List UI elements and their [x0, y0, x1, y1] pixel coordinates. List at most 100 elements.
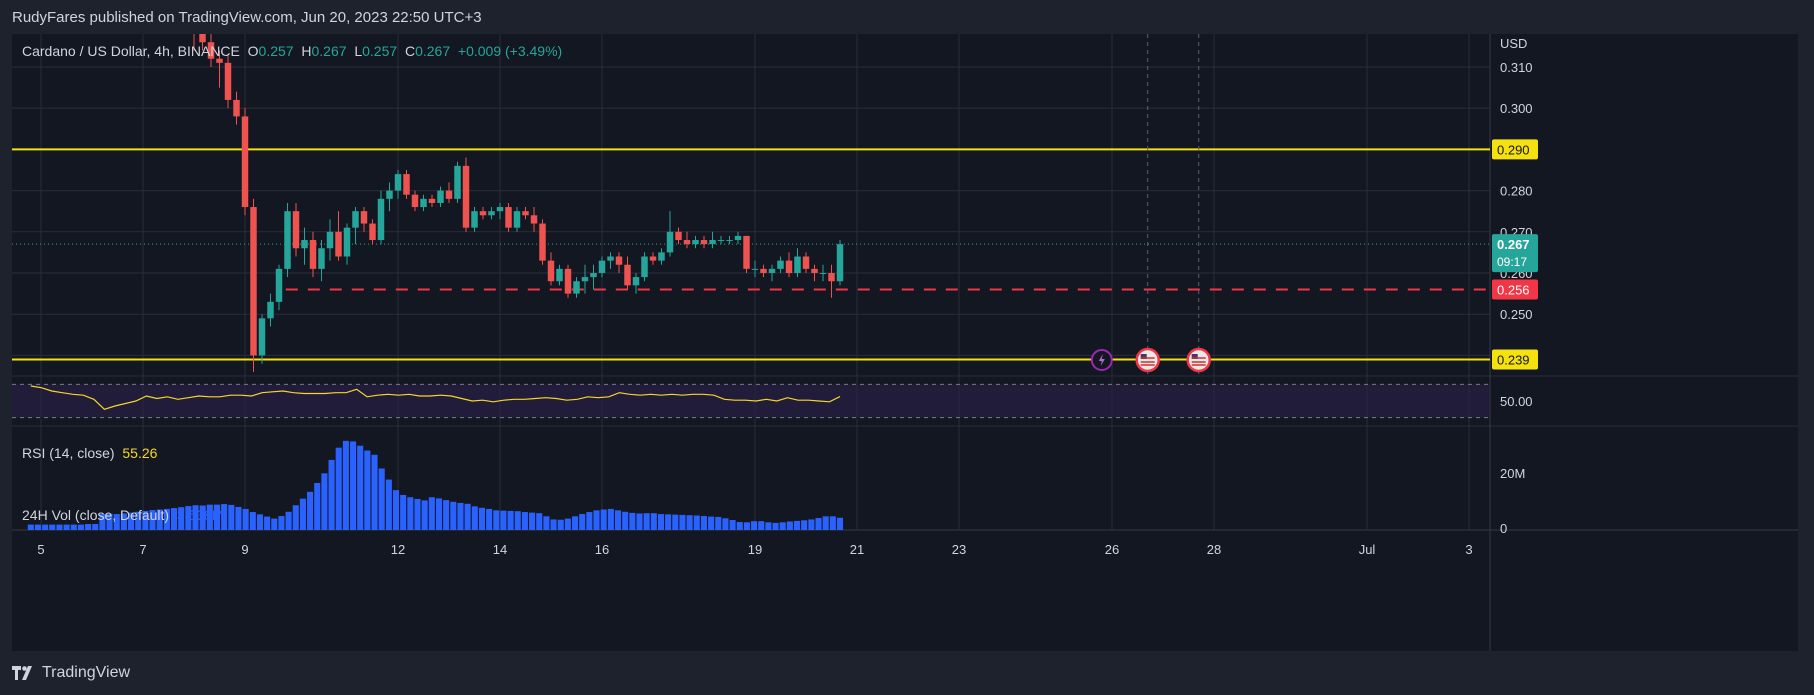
chart-container[interactable]: USD 0.250 0.260 0.270 0.280 0.300 0.310 0.290 0.… — [12, 34, 1798, 651]
volume-bar — [113, 514, 120, 530]
volume-bar — [493, 510, 500, 530]
volume-axis-label: 20M — [1500, 466, 1525, 481]
open-value: 0.257 — [258, 43, 294, 59]
volume-bar — [414, 498, 421, 530]
volume-bar — [42, 524, 49, 530]
volume-bars-group — [27, 440, 844, 530]
volume-bar — [629, 512, 636, 530]
us-flag-event-icon — [1186, 347, 1211, 373]
volume-bar — [822, 516, 829, 530]
time-axis-label: 26 — [1105, 542, 1119, 557]
volume-bar — [328, 459, 335, 530]
volume-legend[interactable]: 24H Vol (close, Default) 3.538M — [22, 507, 224, 523]
currency-label: USD — [1500, 36, 1527, 51]
level-price-badge — [1492, 139, 1538, 160]
volume-bar — [299, 498, 306, 530]
volume-bar — [758, 521, 765, 530]
time-axis-label: 21 — [850, 542, 864, 557]
volume-bar — [622, 511, 629, 530]
candle-body — [471, 211, 478, 228]
symbol-title[interactable]: Cardano / US Dollar, 4h, BINANCE — [22, 43, 240, 59]
tradingview-brand[interactable]: TradingView — [12, 664, 130, 682]
current-price-label: 0.267 — [1497, 237, 1530, 252]
candle-body — [309, 240, 317, 269]
volume-bar — [808, 519, 815, 530]
candle-body — [717, 240, 725, 242]
time-axis-label: 9 — [241, 542, 248, 557]
volume-bar — [264, 516, 271, 530]
candle-body — [547, 260, 555, 282]
candle-body — [462, 165, 470, 228]
current-price-badge — [1492, 234, 1538, 273]
volume-bar — [693, 515, 700, 530]
volume-bar — [56, 524, 63, 530]
candle-body — [292, 211, 300, 249]
candle-body — [734, 235, 742, 241]
volume-bar — [128, 512, 135, 530]
candle-body — [522, 211, 529, 216]
volume-bar — [321, 473, 328, 530]
time-axis-label: 5 — [37, 542, 44, 557]
volume-bar — [70, 524, 77, 530]
us-flag-event-icon — [1135, 347, 1160, 373]
volume-bar — [307, 491, 314, 530]
candle-body — [590, 272, 597, 278]
candle-body — [335, 231, 342, 257]
volume-bar — [34, 524, 42, 530]
price-tick-label: 0.310 — [1500, 60, 1533, 75]
candle-body — [420, 198, 427, 208]
candle-body — [530, 215, 538, 224]
candle-body — [760, 268, 767, 273]
time-axis-label: 28 — [1207, 542, 1221, 557]
volume-bar — [536, 513, 543, 530]
level-price-badge — [1492, 279, 1538, 300]
candle-body — [488, 211, 495, 216]
candle-body — [250, 207, 257, 356]
volume-bar — [836, 517, 844, 530]
volume-bar — [507, 510, 514, 530]
candle-body — [641, 256, 648, 278]
rsi-legend[interactable]: RSI (14, close) 55.26 — [22, 445, 157, 461]
volume-axis-label: 0 — [1500, 521, 1507, 536]
level-price-label: 0.256 — [1497, 282, 1530, 297]
volume-bar — [292, 505, 299, 530]
candle-body — [607, 256, 614, 261]
volume-bar — [378, 468, 385, 530]
volume-bar — [350, 441, 357, 530]
volume-bar — [708, 516, 715, 530]
volume-bar — [63, 524, 70, 530]
volume-bar — [729, 520, 736, 530]
candle-body — [352, 211, 359, 228]
candle-body — [811, 268, 818, 273]
volume-bar — [793, 520, 801, 530]
candle-body — [836, 244, 844, 282]
volume-bar — [385, 479, 392, 530]
price-tick-label: 0.280 — [1500, 184, 1533, 199]
time-axis-label: 23 — [952, 542, 966, 557]
candles-group — [193, 34, 844, 372]
volume-bar — [607, 508, 614, 530]
volume-bar — [801, 520, 808, 530]
volume-bar — [514, 511, 521, 530]
time-axis-label: 7 — [139, 542, 146, 557]
candle-body — [284, 211, 291, 269]
candle-body — [318, 248, 325, 269]
candle-body — [411, 194, 419, 208]
volume-bar — [715, 516, 722, 530]
candle-body — [802, 256, 810, 269]
candle-body — [267, 301, 274, 319]
lightning-bolt — [1098, 354, 1105, 366]
candle-body — [216, 58, 223, 63]
candle-body — [794, 256, 801, 273]
time-axis-label: 19 — [748, 542, 762, 557]
flag-canton — [1140, 354, 1147, 359]
price-tick-label: 0.300 — [1500, 101, 1533, 116]
high-label: H — [301, 43, 312, 59]
volume-bar — [92, 524, 99, 530]
time-axis-label: 16 — [595, 542, 609, 557]
chart-canvas[interactable]: USD0.2500.2600.2700.2800.3000.3100.2900.… — [12, 34, 1798, 651]
volume-bar — [679, 514, 686, 530]
candle-body — [700, 240, 708, 245]
volume-bar — [170, 508, 178, 530]
volume-bar — [400, 494, 407, 530]
